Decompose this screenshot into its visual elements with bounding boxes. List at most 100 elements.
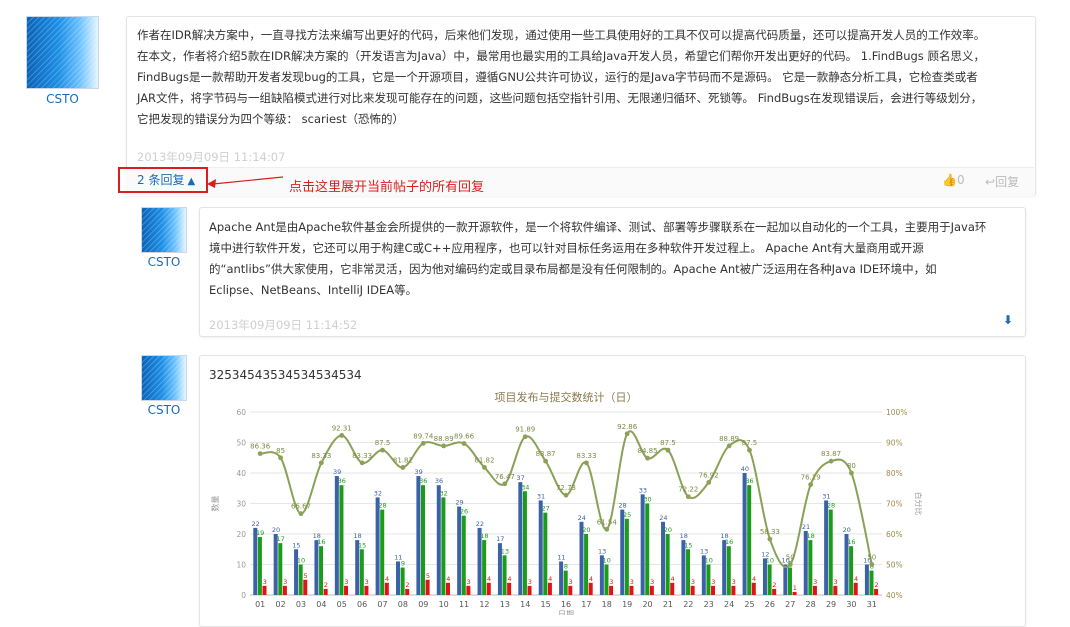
data-label: 10 xyxy=(782,557,790,565)
bar xyxy=(375,497,380,595)
thumbs-up-icon: 👍 xyxy=(942,173,957,187)
like-button[interactable]: 👍0 xyxy=(942,173,965,187)
bar xyxy=(466,585,471,595)
data-label: 3 xyxy=(263,578,267,586)
data-label: 4 xyxy=(446,575,450,583)
x-tick-label: 04 xyxy=(316,600,326,609)
reply-body: 32534543534534534534 xyxy=(209,368,362,382)
bar xyxy=(380,509,385,595)
bar xyxy=(319,546,324,595)
data-label: 18 xyxy=(353,532,361,540)
bar xyxy=(420,485,425,595)
data-label: 13 xyxy=(501,547,509,555)
bar xyxy=(579,521,584,595)
avatar[interactable] xyxy=(141,355,187,401)
line-label: 66.67 xyxy=(291,503,311,511)
bar xyxy=(742,473,747,595)
bar xyxy=(604,564,609,595)
username[interactable]: CSTO xyxy=(46,92,79,106)
reply-button[interactable]: ↩回复 xyxy=(985,173,1019,190)
x-tick-label: 22 xyxy=(683,600,693,609)
x-tick-label: 08 xyxy=(398,600,408,609)
line-label: 58.33 xyxy=(760,528,780,536)
bar xyxy=(599,555,604,595)
line-label: 89.74 xyxy=(413,432,434,440)
username[interactable]: CSTO xyxy=(147,255,181,269)
y-tick-label: 50 xyxy=(236,439,246,448)
line-point xyxy=(685,494,691,500)
text-line: JAR文件，将字节码与一组缺陷模式进行对比来发现可能存在的问题，这些问题包括空指… xyxy=(137,91,983,105)
data-label: 13 xyxy=(598,547,606,555)
line-point xyxy=(645,455,650,461)
x-tick-label: 24 xyxy=(724,600,734,609)
line-label: 83.33 xyxy=(576,452,596,460)
data-label: 36 xyxy=(338,477,346,485)
data-label: 32 xyxy=(374,489,382,497)
line-label: 88.89 xyxy=(434,435,454,443)
bar xyxy=(436,485,441,595)
data-label: 20 xyxy=(843,526,851,534)
line-label: 81.82 xyxy=(393,456,413,464)
expand-replies-button[interactable]: 2 条回复 ▲ xyxy=(118,167,208,193)
bar xyxy=(405,588,410,595)
line-label: 50 xyxy=(786,554,795,562)
arrow-down-icon[interactable]: ⬇ xyxy=(1003,313,1014,327)
data-label: 16 xyxy=(317,538,325,546)
x-axis-label: 日期 xyxy=(558,610,574,615)
bar xyxy=(828,509,833,595)
reply-body: Apache Ant是由Apache软件基金会所提供的一款开源软件，是一个将软件… xyxy=(209,217,1021,301)
data-label: 2 xyxy=(772,581,776,589)
x-tick-label: 13 xyxy=(500,600,510,609)
bar xyxy=(751,582,756,595)
line-label: 87.5 xyxy=(375,439,391,447)
username[interactable]: CSTO xyxy=(147,403,181,417)
bar xyxy=(665,534,670,595)
bar xyxy=(661,521,666,595)
data-label: 3 xyxy=(365,578,369,586)
line-label: 50 xyxy=(867,554,876,562)
data-label: 3 xyxy=(609,578,613,586)
line-point xyxy=(706,479,712,485)
data-label: 17 xyxy=(496,535,504,543)
bar xyxy=(323,588,328,595)
line-point xyxy=(849,470,854,476)
data-label: 31 xyxy=(537,492,545,500)
line-point xyxy=(869,562,875,567)
line-label: 88.89 xyxy=(719,435,739,443)
y2-tick-label: 50% xyxy=(886,561,903,570)
bar xyxy=(824,500,829,595)
data-label: 3 xyxy=(344,578,348,586)
data-label: 4 xyxy=(854,575,858,583)
y2-tick-label: 80% xyxy=(886,469,903,478)
x-tick-label: 11 xyxy=(459,600,469,609)
avatar[interactable] xyxy=(26,16,99,89)
bar xyxy=(864,564,869,595)
data-label: 3 xyxy=(630,578,634,586)
data-label: 11 xyxy=(394,553,402,561)
bar xyxy=(547,582,552,595)
y-tick-label: 60 xyxy=(236,408,246,417)
bar xyxy=(706,564,711,595)
data-label: 5 xyxy=(303,572,307,580)
data-label: 17 xyxy=(276,535,284,543)
bar xyxy=(344,585,349,595)
data-label: 2 xyxy=(874,581,878,589)
bar xyxy=(425,579,430,595)
bar xyxy=(701,555,706,595)
data-label: 2 xyxy=(405,581,409,589)
data-label: 31 xyxy=(822,492,830,500)
avatar[interactable] xyxy=(141,207,187,253)
bar xyxy=(559,561,564,595)
bar xyxy=(645,503,650,595)
bar xyxy=(294,549,299,595)
x-tick-label: 23 xyxy=(704,600,714,609)
data-label: 16 xyxy=(725,538,733,546)
bar xyxy=(833,585,838,595)
x-tick-label: 16 xyxy=(561,600,571,609)
bar xyxy=(640,494,645,595)
line-label: 83.87 xyxy=(821,450,841,458)
data-label: 19 xyxy=(256,529,264,537)
bar xyxy=(803,530,808,595)
text-line: Eclipse、NetBeans、IntelliJ IDEA等。 xyxy=(209,283,418,297)
x-tick-label: 25 xyxy=(744,600,754,609)
